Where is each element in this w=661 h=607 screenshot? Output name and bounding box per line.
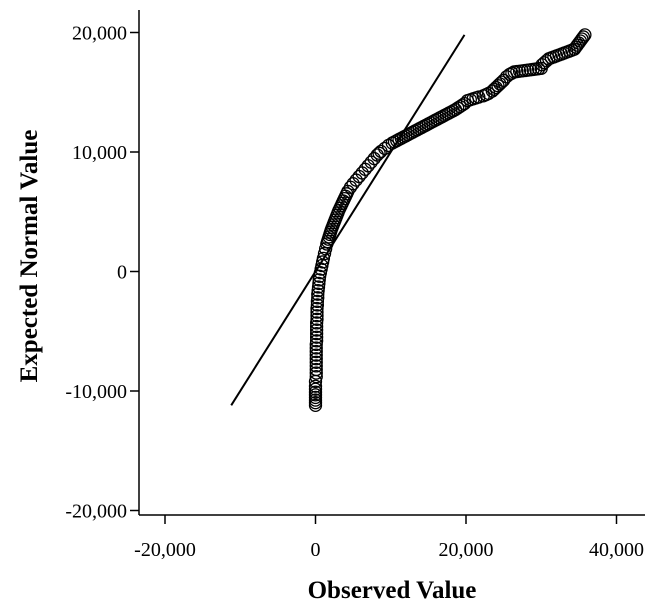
data-point xyxy=(308,379,323,393)
data-point xyxy=(309,348,323,362)
data-point xyxy=(309,355,323,369)
data-point xyxy=(310,305,324,319)
x-tick-label: -20,000 xyxy=(134,539,196,561)
data-point xyxy=(309,316,324,330)
data-point xyxy=(312,276,326,291)
data-point xyxy=(310,294,325,309)
data-point xyxy=(312,273,326,287)
data-point xyxy=(310,312,324,326)
y-axis-title: Expected Normal Value xyxy=(16,130,43,383)
x-axis-title: Observed Value xyxy=(308,577,477,604)
data-point xyxy=(311,280,326,294)
x-tick-label: 0 xyxy=(311,539,321,561)
data-point xyxy=(309,362,323,377)
data-point xyxy=(309,323,324,337)
data-point xyxy=(505,66,519,80)
data-point xyxy=(310,309,324,323)
data-point xyxy=(576,30,591,44)
data-point xyxy=(317,246,332,261)
data-point xyxy=(370,148,384,162)
y-tick-label: 10,000 xyxy=(72,142,127,164)
data-point xyxy=(309,370,323,384)
data-points xyxy=(308,28,592,412)
data-point xyxy=(309,326,324,341)
y-tick-label: -10,000 xyxy=(65,381,127,403)
y-tick-label: 0 xyxy=(117,262,127,284)
reference-line xyxy=(230,34,466,406)
data-point xyxy=(309,359,323,373)
data-point xyxy=(358,162,372,176)
data-point xyxy=(316,251,331,266)
data-point xyxy=(308,385,323,399)
y-ticks: -20,000 -10,000 0 10,000 20,000 xyxy=(65,23,139,523)
data-point xyxy=(309,341,323,355)
data-point xyxy=(309,337,323,352)
data-point xyxy=(309,366,323,380)
x-tick-label: 20,000 xyxy=(439,539,494,561)
data-point xyxy=(309,334,324,348)
y-tick-label: 20,000 xyxy=(72,23,127,45)
data-point xyxy=(309,352,323,366)
data-point xyxy=(309,344,323,359)
data-point xyxy=(537,56,551,70)
data-point xyxy=(355,166,369,180)
data-point xyxy=(310,298,325,312)
data-point xyxy=(319,242,333,256)
x-ticks: -20,000 0 20,000 40,000 xyxy=(134,515,644,561)
data-point xyxy=(311,283,325,298)
data-point xyxy=(575,32,589,46)
data-point xyxy=(352,169,366,184)
y-tick-label: -20,000 xyxy=(65,501,127,523)
x-tick-label: 40,000 xyxy=(589,539,644,561)
data-point xyxy=(311,291,325,305)
data-point xyxy=(493,77,507,91)
data-point xyxy=(578,28,592,42)
data-point xyxy=(311,287,325,301)
data-point xyxy=(309,330,324,344)
data-point xyxy=(310,301,324,316)
data-point xyxy=(309,319,324,334)
data-point xyxy=(361,159,375,173)
